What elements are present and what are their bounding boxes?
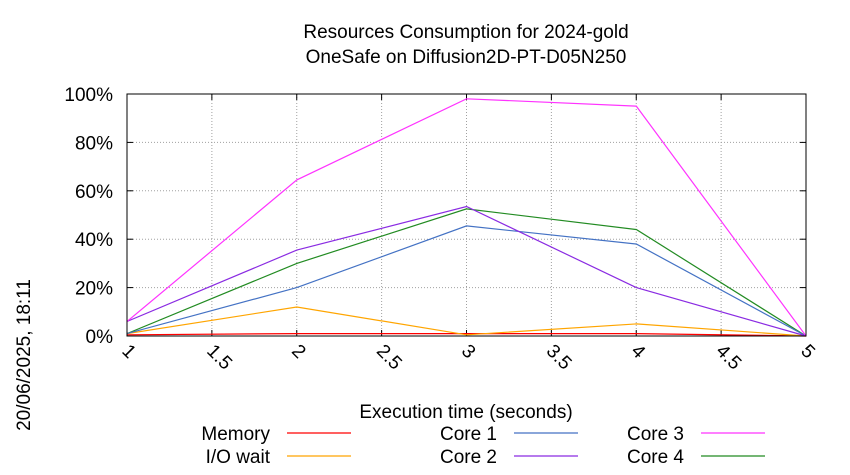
y-tick-label: 40% bbox=[75, 230, 113, 251]
y-tick-label: 60% bbox=[75, 182, 113, 203]
series-line-memory bbox=[126, 333, 807, 337]
legend-label: I/O wait bbox=[206, 447, 271, 468]
chart-title: Resources Consumption for 2024-gold bbox=[303, 22, 628, 43]
x-axis-label: Execution time (seconds) bbox=[359, 402, 572, 423]
series-line-core-2 bbox=[126, 205, 807, 337]
x-tick-label: 4 bbox=[627, 341, 650, 364]
y-tick-label: 80% bbox=[75, 133, 113, 154]
x-tick-label: 4.5 bbox=[712, 341, 746, 375]
legend-label: Memory bbox=[201, 424, 270, 445]
y-tick-label: 20% bbox=[75, 279, 113, 300]
y-tick-label: 0% bbox=[86, 327, 114, 348]
x-tick-label: 3 bbox=[457, 341, 479, 363]
series-line-core-1 bbox=[126, 225, 807, 337]
x-tick-label: 3.5 bbox=[542, 341, 576, 375]
x-tick-label: 1 bbox=[117, 341, 139, 363]
legend-label: Core 3 bbox=[627, 424, 684, 445]
timestamp: 20/06/2025, 18:11 bbox=[14, 279, 35, 431]
grid bbox=[126, 93, 807, 337]
legend-label: Core 2 bbox=[440, 447, 497, 468]
plot-frame bbox=[126, 93, 807, 337]
x-tick-label: 5 bbox=[796, 341, 818, 363]
series-line-core-4 bbox=[126, 208, 807, 337]
x-tick-label: 2 bbox=[287, 341, 309, 363]
x-tick-label: 2.5 bbox=[372, 341, 406, 375]
x-tick-labels: 1 1.5 2 2.5 3 3.5 4 4.5 5 bbox=[117, 341, 818, 375]
legend-label: Core 1 bbox=[440, 424, 497, 445]
legend-label: Core 4 bbox=[627, 447, 684, 468]
series-line-i-o-wait bbox=[126, 306, 807, 337]
series-lines bbox=[126, 98, 807, 337]
x-tick-label: 1.5 bbox=[202, 341, 236, 375]
chart-subtitle: OneSafe on Diffusion2D-PT-D05N250 bbox=[306, 47, 627, 68]
y-tick-label: 100% bbox=[64, 85, 113, 106]
y-tick-labels: 0% 20% 40% 60% 80% 100% bbox=[64, 85, 113, 348]
series-line-core-3 bbox=[126, 98, 807, 337]
